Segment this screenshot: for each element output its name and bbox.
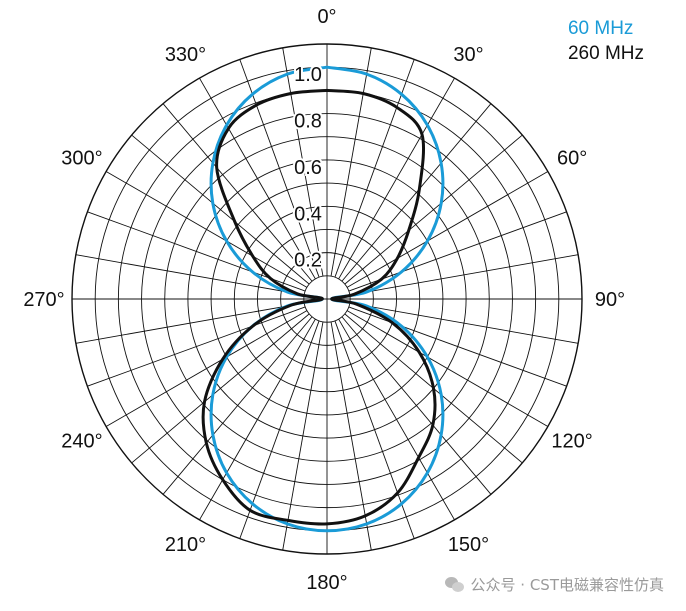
grid-spoke: [338, 77, 455, 280]
grid-spoke: [105, 171, 308, 288]
grid-spoke: [341, 103, 492, 282]
grid-spoke: [75, 254, 305, 296]
radial-tick-label: 0.8: [294, 111, 322, 133]
radial-tick-label: 0.6: [294, 157, 322, 179]
angle-label: 120°: [551, 431, 592, 453]
chart-labels: 0° 30° 60° 90° 120° 150° 180° 210° 240° 270° 300° 3…: [23, 6, 625, 594]
angle-label: 180°: [306, 572, 347, 594]
grid-spoke: [162, 316, 313, 495]
angle-label: 300°: [61, 148, 102, 170]
angle-label: 0°: [317, 6, 336, 28]
grid-spoke: [346, 310, 549, 427]
series-line-60-mhz: [209, 65, 445, 533]
legend-entry-260mhz: 260 MHz: [567, 43, 644, 64]
grid-spoke: [162, 103, 313, 282]
series-line-260-mhz: [201, 88, 437, 526]
grid-spoke: [349, 254, 579, 296]
series-layer: [201, 65, 445, 533]
angle-label: 150°: [448, 534, 489, 556]
grid-spoke: [330, 47, 372, 277]
grid-spoke: [330, 321, 372, 551]
angle-label: 240°: [61, 431, 102, 453]
grid-spoke: [344, 134, 523, 285]
watermark-text: 公众号 · CST电磁兼容性仿真: [470, 576, 664, 594]
grid-spoke: [199, 318, 316, 521]
grid-spoke: [348, 306, 567, 387]
angle-label: 60°: [557, 148, 587, 170]
radial-tick-label: 0.2: [294, 250, 322, 272]
grid-spoke: [131, 134, 310, 285]
grid-spoke: [282, 47, 324, 277]
grid-spoke: [341, 316, 492, 495]
grid-spoke: [338, 318, 455, 521]
angle-label: 90°: [595, 289, 625, 311]
grid-spoke: [105, 310, 308, 427]
grid-spoke: [75, 302, 305, 344]
angle-label: 330°: [165, 44, 206, 66]
watermark: 公众号 · CST电磁兼容性仿真: [444, 574, 664, 595]
radial-tick-label: 0.4: [294, 203, 322, 225]
polar-grid: [71, 43, 583, 555]
grid-spoke: [349, 302, 579, 344]
wechat-icon: [444, 576, 465, 593]
angle-label: 210°: [165, 534, 206, 556]
legend-entry-60mhz: 60 MHz: [567, 18, 634, 39]
radial-tick-label: 1.0: [294, 64, 322, 86]
legend: 60 MHz 260 MHz: [568, 16, 644, 66]
grid-spoke: [131, 313, 310, 464]
grid-spoke: [87, 306, 306, 387]
angle-label: 30°: [453, 44, 483, 66]
grid-spoke: [199, 77, 316, 280]
grid-spoke: [346, 171, 549, 288]
grid-spoke: [282, 321, 324, 551]
angle-label: 270°: [23, 289, 64, 311]
